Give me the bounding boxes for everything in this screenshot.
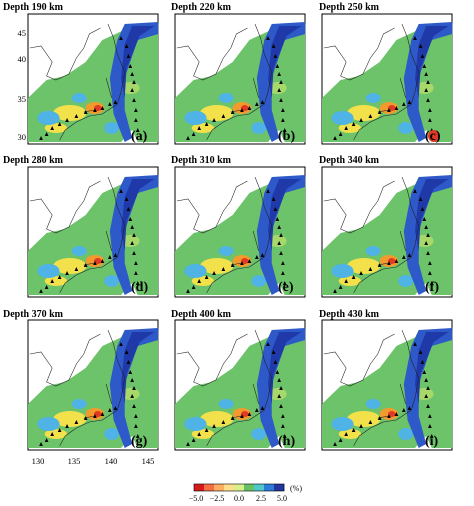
panel-a-label: (a): [131, 129, 148, 144]
panel-e-map: [174, 166, 306, 298]
panel-f-label: (f): [425, 280, 439, 295]
colorbar-swatch: [274, 484, 285, 491]
colorbar-tick-2.5: 2.5: [256, 494, 266, 503]
colorbar: (%) −5.0 −2.5 0.0 2.5 5.0: [189, 483, 302, 503]
lon-label-135: 135: [68, 456, 81, 466]
panel-d-map: [27, 166, 159, 298]
colorbar-swatch: [194, 484, 205, 491]
panel-i-title: Depth 430 km: [319, 309, 380, 320]
lat-label-45: 45: [18, 28, 27, 38]
colorbar-swatch: [214, 484, 225, 491]
panel-i-map: [321, 319, 453, 451]
lon-label-130: 130: [32, 456, 45, 466]
panel-e-label: (e): [278, 280, 294, 295]
colorbar-tick-5: 5.0: [277, 494, 287, 503]
panel-c-map: [321, 13, 453, 145]
panel-g-map: [27, 319, 159, 451]
panel-e-title: Depth 310 km: [171, 155, 232, 166]
panel-g-title: Depth 370 km: [3, 309, 64, 320]
panel-d-title: Depth 280 km: [3, 155, 64, 166]
panel-d-label: (d): [131, 280, 148, 295]
lon-label-145: 145: [142, 456, 155, 466]
panel-h-label: (h): [278, 434, 295, 449]
panel-h-map: [174, 319, 306, 451]
colorbar-swatch: [204, 484, 215, 491]
colorbar-tick-neg5: −5.0: [189, 494, 204, 503]
panel-c-title: Depth 250 km: [319, 2, 380, 13]
colorbar-tick-0: 0.0: [234, 494, 244, 503]
colorbar-swatch: [224, 484, 235, 491]
panel-g-label: (g): [131, 434, 148, 449]
colorbar-unit: (%): [290, 484, 302, 493]
panel-a-title: Depth 190 km: [3, 2, 64, 13]
lon-axis-labels: 130 135 140 145: [32, 456, 155, 466]
colorbar-tick-neg2.5: −2.5: [210, 494, 225, 503]
colorbar-swatch: [254, 484, 265, 491]
panel-a-map: [27, 13, 159, 145]
lat-axis-labels: 45 40 35 30: [18, 28, 27, 142]
panel-i-label: (i): [425, 434, 439, 449]
panel-b-label: (b): [278, 129, 295, 144]
panel-f-map: [321, 166, 453, 298]
lon-label-140: 140: [105, 456, 118, 466]
panel-h-title: Depth 400 km: [171, 309, 232, 320]
panel-b-title: Depth 220 km: [171, 2, 232, 13]
colorbar-gradient: [194, 484, 285, 491]
colorbar-swatch: [244, 484, 255, 491]
lat-label-40: 40: [18, 54, 27, 64]
colorbar-swatch: [234, 484, 245, 491]
lat-label-35: 35: [18, 94, 27, 104]
panel-b-map: [174, 13, 306, 145]
lat-label-30: 30: [18, 132, 27, 142]
panel-c-label: (c): [425, 129, 441, 144]
colorbar-swatch: [264, 484, 275, 491]
panel-f-title: Depth 340 km: [319, 155, 380, 166]
